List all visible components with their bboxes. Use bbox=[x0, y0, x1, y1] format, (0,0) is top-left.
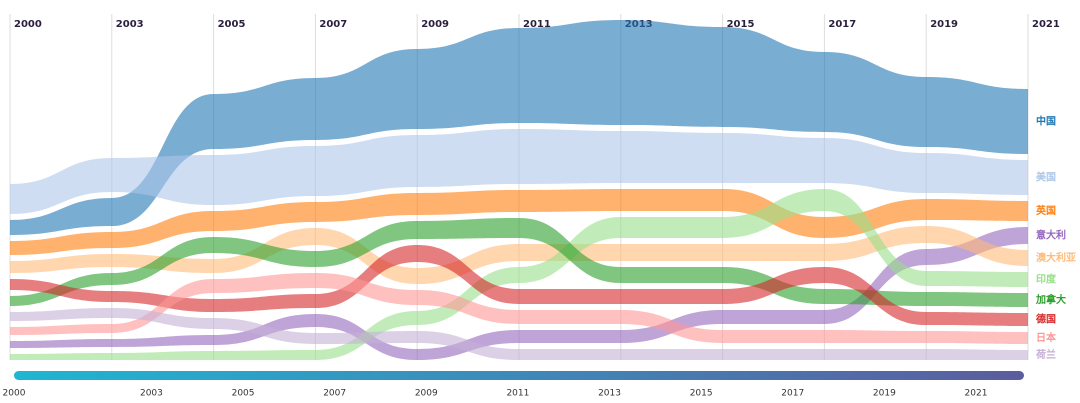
ribbon bbox=[10, 245, 1028, 326]
year-label: 2019 bbox=[930, 19, 958, 30]
year-label: 2007 bbox=[319, 19, 347, 30]
ribbon bbox=[10, 189, 1028, 360]
year-label: 2021 bbox=[1032, 19, 1060, 30]
slider-label: 2017 bbox=[781, 389, 804, 399]
slider-label: 2005 bbox=[232, 389, 255, 399]
series-label: 荷兰 bbox=[1035, 348, 1056, 361]
series-label: 德国 bbox=[1035, 313, 1056, 326]
slider-label: 2007 bbox=[323, 389, 346, 399]
series-label: 加拿大 bbox=[1035, 293, 1066, 306]
year-label: 2005 bbox=[218, 19, 246, 30]
ribbon bbox=[10, 273, 1028, 344]
ribbon bbox=[10, 20, 1028, 235]
year-label: 2011 bbox=[523, 19, 551, 30]
series-label: 英国 bbox=[1035, 204, 1056, 217]
series-label: 印度 bbox=[1036, 273, 1057, 286]
timeline-slider[interactable] bbox=[14, 371, 1024, 380]
slider-label: 2021 bbox=[965, 389, 988, 399]
series-label: 澳大利亚 bbox=[1036, 251, 1076, 264]
ribbon bbox=[10, 226, 1028, 284]
ribbon bbox=[10, 308, 1028, 360]
series-label: 日本 bbox=[1036, 331, 1057, 344]
slider-label: 2000 bbox=[3, 389, 26, 399]
year-label: 2003 bbox=[116, 19, 144, 30]
series-label: 意大利 bbox=[1036, 229, 1066, 242]
ribbon bbox=[10, 129, 1028, 214]
year-label: 2009 bbox=[421, 19, 449, 30]
slider-label: 2009 bbox=[415, 389, 438, 399]
slider-label: 2013 bbox=[598, 389, 621, 399]
year-label: 2015 bbox=[727, 19, 755, 30]
year-label: 2000 bbox=[14, 19, 42, 30]
slider-label: 2011 bbox=[506, 389, 529, 399]
year-label: 2017 bbox=[828, 19, 856, 30]
series-label: 中国 bbox=[1036, 115, 1056, 128]
slider-label: 2003 bbox=[140, 389, 163, 399]
slider-label: 2019 bbox=[873, 389, 896, 399]
series-label: 美国 bbox=[1036, 171, 1056, 184]
slider-label: 2015 bbox=[690, 389, 713, 399]
